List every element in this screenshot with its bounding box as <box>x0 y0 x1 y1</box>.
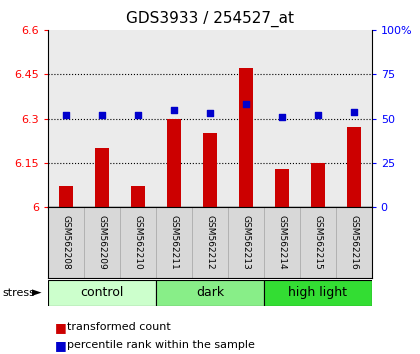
Text: GSM562208: GSM562208 <box>62 215 71 270</box>
Point <box>207 110 213 116</box>
Text: GSM562215: GSM562215 <box>313 215 322 270</box>
Bar <box>311 163 325 207</box>
Bar <box>228 207 264 278</box>
Point <box>315 112 321 118</box>
Point <box>243 102 249 107</box>
Text: transformed count: transformed count <box>67 322 171 332</box>
Text: ■: ■ <box>55 321 66 334</box>
Bar <box>48 207 84 278</box>
Text: GSM562211: GSM562211 <box>170 215 178 270</box>
Text: percentile rank within the sample: percentile rank within the sample <box>67 340 255 350</box>
Bar <box>156 280 264 306</box>
Point <box>135 112 142 118</box>
Text: control: control <box>81 286 124 299</box>
Bar <box>84 207 120 278</box>
Point <box>278 114 285 120</box>
Bar <box>48 280 156 306</box>
Bar <box>300 207 336 278</box>
Text: GSM562212: GSM562212 <box>205 215 215 270</box>
Bar <box>264 280 372 306</box>
Bar <box>95 148 109 207</box>
Bar <box>120 207 156 278</box>
Bar <box>264 207 300 278</box>
Bar <box>203 133 217 207</box>
Title: GDS3933 / 254527_at: GDS3933 / 254527_at <box>126 11 294 27</box>
Text: GSM562216: GSM562216 <box>349 215 358 270</box>
Bar <box>239 68 253 207</box>
Bar <box>59 187 74 207</box>
Bar <box>275 169 289 207</box>
Bar <box>346 127 361 207</box>
Text: ■: ■ <box>55 339 66 352</box>
Bar <box>167 119 181 207</box>
Text: ►: ► <box>32 286 42 299</box>
Text: stress: stress <box>2 288 35 298</box>
Text: high light: high light <box>288 286 347 299</box>
Bar <box>131 187 145 207</box>
Bar <box>192 207 228 278</box>
Point <box>171 107 177 113</box>
Bar <box>336 207 372 278</box>
Text: GSM562213: GSM562213 <box>241 215 250 270</box>
Bar <box>156 207 192 278</box>
Point <box>350 109 357 114</box>
Text: GSM562209: GSM562209 <box>98 215 107 270</box>
Text: GSM562214: GSM562214 <box>277 215 286 270</box>
Point <box>99 112 105 118</box>
Point <box>63 112 70 118</box>
Text: dark: dark <box>196 286 224 299</box>
Text: GSM562210: GSM562210 <box>134 215 143 270</box>
